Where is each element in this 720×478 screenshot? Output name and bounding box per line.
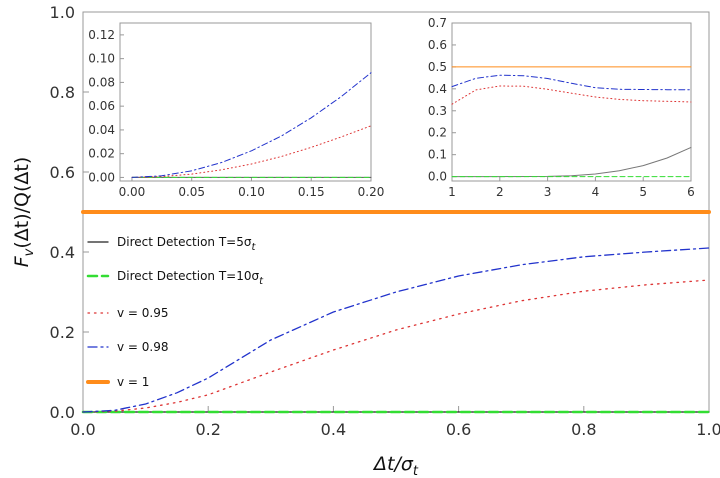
x-tick-label: 0.05	[178, 185, 205, 199]
y-tick-label: 0.04	[88, 123, 115, 137]
y-tick-label: 0.06	[88, 99, 115, 113]
y-axis-label: Fv(Δt)/Q(Δt)	[11, 157, 37, 268]
series-v-0-95	[451, 85, 692, 105]
x-tick-label: 0.00	[119, 185, 146, 199]
legend-label: v = 0.98	[117, 340, 169, 354]
x-tick-label: 0.0	[70, 420, 95, 439]
y-tick-label: 0.3	[428, 104, 447, 118]
y-tick-label: 0.1	[428, 148, 447, 162]
x-tick-label: 1	[448, 185, 456, 199]
x-tick-label: 2	[496, 185, 504, 199]
series-v-0-95	[131, 125, 372, 178]
series-v-0-95	[82, 279, 710, 413]
x-tick-label: 0.8	[571, 420, 596, 439]
inset-right-frame	[451, 22, 692, 182]
y-tick-label: 0.02	[88, 147, 115, 161]
y-tick-label: 0.7	[428, 16, 447, 30]
x-tick-label: 0.4	[321, 420, 346, 439]
legend-label: Direct Detection T=5σt	[117, 235, 256, 253]
x-tick-label: 6	[687, 185, 695, 199]
x-tick-label: 3	[544, 185, 552, 199]
x-tick-label: 1.0	[696, 420, 720, 439]
y-tick-label: 0.4	[428, 82, 447, 96]
series-v-0-98	[82, 247, 710, 413]
legend-label: v = 1	[117, 375, 149, 389]
x-tick-label: 5	[639, 185, 647, 199]
series-v-0-98	[131, 72, 372, 178]
y-tick-label: 0.6	[50, 163, 75, 182]
y-tick-label: 0.0	[428, 170, 447, 184]
x-tick-label: 0.6	[446, 420, 471, 439]
y-tick-label: 0.0	[50, 403, 75, 422]
x-axis-label: Δt/σt	[372, 453, 419, 478]
y-tick-label: 0.5	[428, 60, 447, 74]
legend: Direct Detection T=5σt Direct Detection T…	[86, 235, 264, 389]
x-tick-label: 0.10	[238, 185, 265, 199]
y-tick-label: 0.8	[50, 83, 75, 102]
y-tick-label: 0.00	[88, 170, 115, 184]
legend-label: v = 0.95	[117, 306, 169, 320]
x-tick-label: 0.15	[298, 185, 325, 199]
inset-left-frame	[119, 22, 372, 182]
x-tick-label: 0.20	[358, 185, 385, 199]
legend-label: Direct Detection T=10σt	[117, 269, 264, 287]
y-tick-label: 0.2	[50, 323, 75, 342]
y-tick-label: 0.4	[50, 243, 75, 262]
series-v-0-98	[451, 74, 692, 91]
x-tick-label: 0.2	[195, 420, 220, 439]
x-tick-label: 4	[592, 185, 600, 199]
y-tick-label: 0.2	[428, 126, 447, 140]
y-tick-label: 0.12	[88, 28, 115, 42]
y-tick-label: 0.10	[88, 52, 115, 66]
y-tick-label: 0.08	[88, 75, 115, 89]
y-tick-label: 0.6	[428, 38, 447, 52]
y-tick-label: 1.0	[50, 3, 75, 22]
